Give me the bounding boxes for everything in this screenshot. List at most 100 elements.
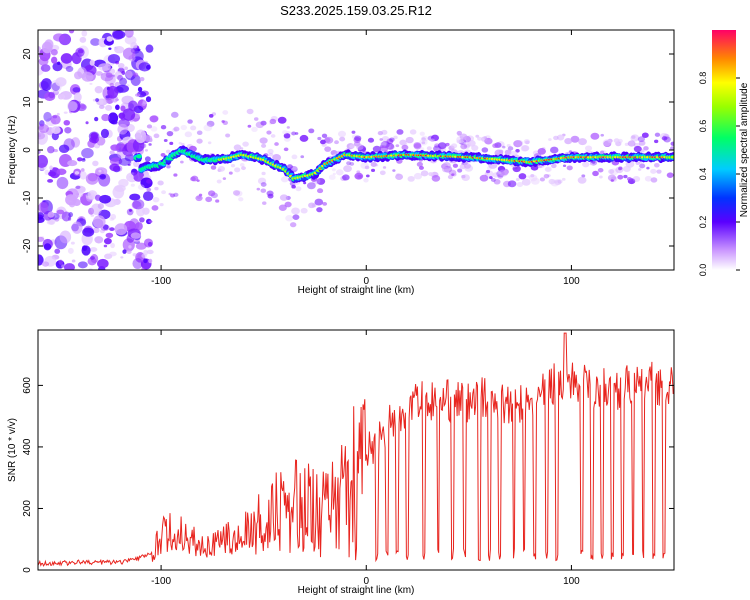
heatmap-scatter-cell bbox=[447, 174, 454, 180]
heatmap-scatter-cell bbox=[274, 142, 279, 146]
heatmap-x-axis: -100 0 100 bbox=[151, 30, 580, 287]
heatmap-scatter-cell bbox=[282, 130, 288, 135]
heatmap-noise-cell bbox=[82, 227, 95, 237]
heatmap-scatter-cell bbox=[426, 146, 432, 151]
heatmap-scatter-cell bbox=[654, 139, 659, 144]
heatmap-noise-cell bbox=[143, 258, 148, 264]
heatmap-y-tick-label: 0 bbox=[22, 147, 33, 153]
heatmap-noise-cell bbox=[101, 113, 110, 122]
heatmap-noise-cell bbox=[48, 171, 57, 177]
heatmap-scatter-cell bbox=[557, 179, 563, 184]
heatmap-noise-cell bbox=[118, 157, 132, 166]
heatmap-noise-cell bbox=[94, 236, 104, 244]
heatmap-scatter-cell bbox=[166, 131, 174, 137]
heatmap-scatter-cell bbox=[457, 133, 461, 136]
heatmap-scatter-cell bbox=[230, 163, 236, 168]
heatmap-noise-cell bbox=[128, 245, 132, 249]
heatmap-scatter-cell bbox=[278, 204, 287, 211]
heatmap-scatter-cell bbox=[461, 174, 470, 181]
heatmap-noise-cell bbox=[126, 154, 131, 158]
heatmap-scatter-cell bbox=[577, 176, 587, 184]
heatmap-scatter-cell bbox=[137, 184, 145, 190]
heatmap-noise-cell bbox=[144, 156, 151, 162]
heatmap-scatter-cell bbox=[286, 164, 293, 170]
heatmap-scatter-cell bbox=[539, 177, 545, 182]
heatmap-noise-cell bbox=[58, 259, 64, 265]
heatmap-noise-cell bbox=[92, 227, 100, 234]
heatmap-noise-cell bbox=[38, 236, 45, 242]
heatmap-scatter-cell bbox=[170, 111, 179, 118]
heatmap-scatter-cell bbox=[253, 117, 259, 121]
heatmap-scatter-cell bbox=[169, 141, 174, 145]
heatmap-noise-cell bbox=[95, 71, 103, 76]
heatmap-scatter-cell bbox=[459, 164, 466, 170]
heatmap-noise-cell bbox=[79, 171, 87, 180]
heatmap-scatter-cell bbox=[481, 147, 489, 153]
heatmap-noise-cell bbox=[103, 244, 108, 248]
heatmap-noise-cell bbox=[49, 165, 53, 171]
heatmap-scatter-cell bbox=[210, 165, 217, 170]
heatmap-x-tick-label: 0 bbox=[363, 276, 369, 287]
snr-x-tick-label: 100 bbox=[563, 576, 580, 587]
heatmap-scatter-cell bbox=[641, 132, 649, 138]
snr-series-line bbox=[38, 332, 674, 567]
heatmap-noise-cell bbox=[54, 248, 61, 254]
heatmap-scatter-cell bbox=[644, 175, 653, 182]
heatmap-noise-cell bbox=[47, 146, 55, 154]
heatmap-scatter-cell bbox=[548, 178, 556, 185]
heatmap-noise-cell bbox=[38, 216, 45, 224]
heatmap-noise-cell bbox=[105, 104, 113, 111]
heatmap-scatter-cell bbox=[463, 163, 472, 169]
heatmap-scatter-cell bbox=[485, 169, 491, 174]
heatmap-noise-cell bbox=[70, 241, 75, 245]
heatmap-noise-cell bbox=[56, 112, 60, 116]
heatmap-scatter-cell bbox=[184, 131, 193, 138]
heatmap-scatter-cell bbox=[416, 161, 423, 167]
snr-y-tick-label: 0 bbox=[22, 567, 33, 573]
heatmap-noise-cell bbox=[146, 249, 154, 255]
heatmap-noise-cell bbox=[44, 169, 50, 176]
heatmap-noise-cell bbox=[38, 57, 49, 66]
heatmap-noise-cell bbox=[110, 144, 120, 151]
heatmap-scatter-cell bbox=[442, 166, 449, 173]
heatmap-scatter-cell bbox=[349, 144, 355, 149]
heatmap-scatter-cell bbox=[669, 146, 674, 151]
heatmap-scatter-cell bbox=[349, 162, 355, 166]
heatmap-noise-cell bbox=[118, 62, 125, 69]
heatmap-noise-cell bbox=[87, 173, 98, 182]
heatmap-scatter-cell bbox=[379, 170, 386, 176]
colorbar-tick-label: 0.2 bbox=[698, 216, 708, 229]
heatmap-scatter-cell bbox=[324, 136, 334, 144]
heatmap-noise-cell bbox=[89, 82, 93, 85]
heatmap-scatter-cell bbox=[257, 177, 267, 185]
heatmap-noise-cell bbox=[85, 191, 95, 200]
heatmap-noise-cell bbox=[42, 200, 46, 203]
heatmap-scatter-cell bbox=[139, 142, 147, 149]
heatmap-noise-cell bbox=[63, 263, 76, 270]
heatmap-noise-cell bbox=[46, 220, 54, 225]
heatmap-noise-cell bbox=[80, 104, 86, 110]
heatmap-noise-cell bbox=[97, 258, 109, 269]
heatmap-scatter-cell bbox=[157, 180, 164, 186]
heatmap-noise-cell bbox=[94, 116, 99, 122]
heatmap-scatter-cell bbox=[623, 174, 628, 179]
heatmap-scatter-cell bbox=[650, 168, 657, 174]
heatmap-scatter-cell bbox=[521, 178, 531, 186]
heatmap-scatter-cell bbox=[217, 166, 226, 172]
heatmap-noise-cell bbox=[90, 132, 99, 140]
heatmap-noise-cell bbox=[51, 132, 59, 141]
snr-y-label: SNR (10 * v/v) bbox=[7, 418, 18, 482]
heatmap-scatter-cell bbox=[477, 136, 482, 141]
heatmap-scatter-cell bbox=[627, 140, 636, 147]
heatmap-scatter-cell bbox=[518, 173, 527, 180]
heatmap-scatter-cell bbox=[543, 174, 550, 179]
heatmap-scatter-cell bbox=[553, 135, 559, 141]
heatmap-noise-cell bbox=[129, 193, 141, 201]
heatmap-scatter-cell bbox=[334, 140, 339, 145]
heatmap-noise-cell bbox=[77, 157, 83, 162]
heatmap-noise-cell bbox=[114, 223, 128, 236]
heatmap-scatter-cell bbox=[314, 198, 324, 206]
colorbar-tick-label: 0.4 bbox=[698, 168, 708, 181]
heatmap-noise-cell bbox=[50, 49, 58, 56]
heatmap-noise-cell bbox=[60, 53, 73, 64]
